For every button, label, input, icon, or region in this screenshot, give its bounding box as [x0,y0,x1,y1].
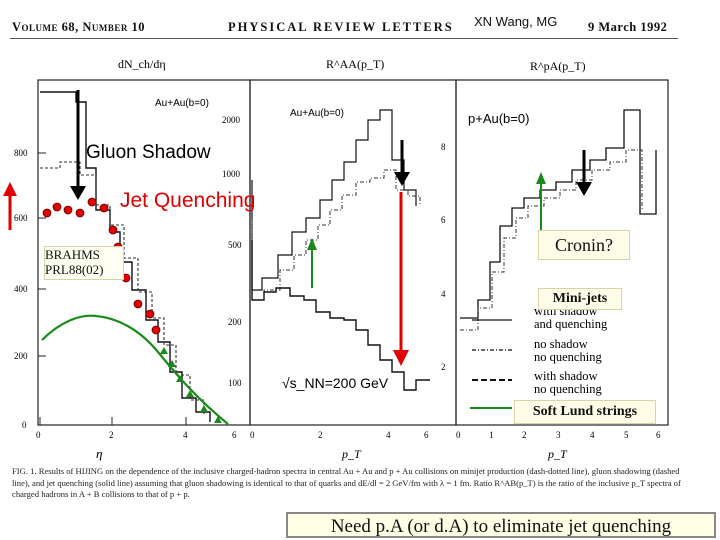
p2-hist-lower [251,240,430,391]
p2-ytick: 100 [228,378,242,388]
legend-text: no quenching [534,382,602,396]
p1-xtick: 0 [36,430,41,440]
p3-ytick: 4 [441,289,446,299]
legend-text: and quenching [534,317,608,331]
brahms-label: BRAHMS PRL88(02) [44,246,124,280]
p2-ytick: 200 [228,317,242,327]
gluon-shadow-label: Gluon Shadow [86,142,211,163]
p1-hist-dashed [40,161,205,414]
legend-text: no quenching [534,350,602,364]
p3-xlabel: p_T [547,447,568,461]
p1-xtick: 6 [232,430,237,440]
p1-ylabel: dN_ch/dη [118,57,166,71]
bottom-note: Need p.A (or d.A) to eliminate jet quenc… [286,512,716,538]
p3-legend: p+Au(b=0) [468,111,529,126]
legend-text: no shadow [534,337,588,351]
panel2-frame [249,79,457,426]
p2-hist-upper [251,109,417,291]
p2-hist-dashdot [251,169,421,301]
header-rule [10,38,678,39]
journal-name: PHYSICAL REVIEW LETTERS [228,20,454,34]
p2-xlabel: p_T [341,447,362,461]
p1-xtick: 4 [183,430,188,440]
p2-xtick: 0 [250,430,255,440]
journal-date: 9 March 1992 [588,20,668,34]
legend-text: with shadow [534,369,598,383]
p1-ytick: 800 [14,148,28,158]
p3-ytick: 6 [441,215,446,225]
p3-xtick: 0 [456,430,461,440]
p3-xtick: 2 [522,430,527,440]
soft-triangles [160,347,222,423]
soft-lund-label: Soft Lund strings [514,400,656,424]
p1-ytick: 0 [22,420,27,430]
overlay-title: XN Wang, MG [470,14,562,29]
jet-quenching-label: Jet Quenching [120,189,255,212]
cronin-label: Cronin? [538,230,630,260]
p2-ytick: 2000 [222,115,241,125]
p3-ytick: 2 [441,362,446,372]
p1-ytick: 200 [14,351,28,361]
annotation-arrows [3,90,592,366]
p1-hist-solid [40,91,211,422]
p1-ytick: 600 [14,213,28,223]
p3-ylabel: R^pA(p_T) [530,59,586,73]
p2-xtick: 6 [424,430,429,440]
p2-energy: √s_NN=200 GeV [282,375,389,391]
p3-xtick: 1 [489,430,494,440]
p2-ylabel: R^AA(p_T) [326,57,384,71]
p1-xlabel: η [96,446,102,461]
panel3-frame [455,79,669,426]
p3-xtick: 3 [556,430,561,440]
p3-xtick: 5 [624,430,629,440]
p3-ytick: 8 [441,142,446,152]
p1-soft-curve [41,314,229,425]
p2-xtick: 2 [318,430,323,440]
p1-xtick: 2 [109,430,114,440]
p2-ytick: 1000 [222,169,241,179]
p2-xtick: 4 [386,430,391,440]
p3-hist-dashdot [460,149,643,331]
p1-legend: Au+Au(b=0) [155,98,209,109]
p2-ytick: 500 [228,240,242,250]
journal-volume: Volume 68, Number 10 [12,20,146,34]
p3-hist-solid [460,109,657,319]
p1-ytick: 400 [14,284,28,294]
p3-xtick: 6 [656,430,661,440]
p2-legend: Au+Au(b=0) [290,108,344,119]
p3-xtick: 4 [590,430,595,440]
minijets-label: Mini-jets [538,288,622,310]
figure-caption: FIG. 1. Results of HIJING on the depende… [12,466,681,499]
